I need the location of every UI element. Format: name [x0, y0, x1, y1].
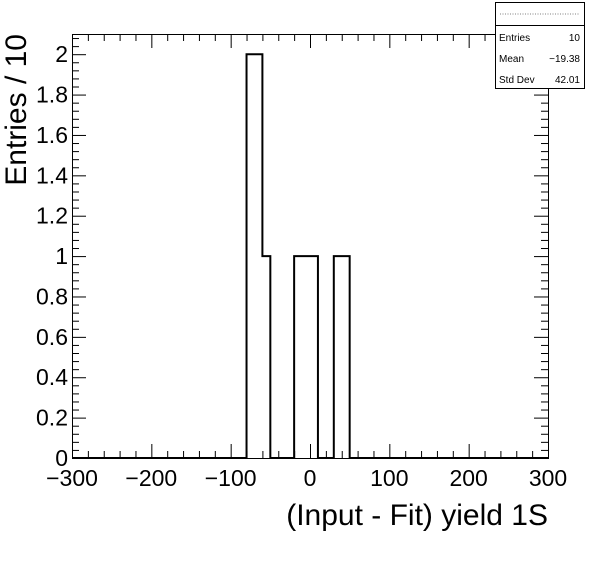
x-tick-label: 200: [449, 465, 487, 491]
histogram-bar: [254, 54, 262, 458]
major-ticks: [72, 34, 549, 459]
x-axis-title: (Input - Fit) yield 1S: [286, 499, 548, 532]
histogram-bar: [302, 256, 310, 458]
x-tick-label: −200: [125, 465, 177, 491]
stats-box: Entries 10 Mean −19.38 Std Dev 42.01: [496, 3, 585, 89]
plot-frame: [73, 35, 549, 459]
y-tick-label: 0.6: [36, 324, 68, 350]
y-tick-label: 0: [55, 445, 68, 471]
stats-label-entries: Entries: [499, 33, 530, 44]
y-tick-labels: 0 0.2 0.4 0.6 0.8 1 1.2 1.4 1.6 1.8 2: [36, 41, 68, 471]
y-tick-label: 0.2: [36, 405, 68, 431]
y-tick-label: 1: [55, 243, 68, 269]
minor-ticks: [72, 34, 548, 458]
stats-label-stddev: Std Dev: [499, 75, 535, 86]
x-tick-label: −100: [205, 465, 257, 491]
stats-value-entries: 10: [569, 33, 581, 44]
y-tick-label: 1.2: [36, 203, 68, 229]
y-axis-title: Entries / 10: [0, 34, 33, 186]
x-tick-label: 100: [370, 465, 408, 491]
stats-value-stddev: 42.01: [555, 75, 580, 86]
stats-label-mean: Mean: [499, 54, 524, 65]
y-tick-label: 1.6: [36, 122, 68, 148]
x-tick-label: −300: [46, 465, 98, 491]
x-tick-label: 0: [304, 465, 317, 491]
stats-value-mean: −19.38: [549, 54, 580, 65]
histogram-bar: [310, 256, 318, 458]
histogram-bar: [334, 256, 342, 458]
histogram-series-line: [72, 54, 548, 458]
histogram-bar: [247, 54, 255, 458]
histogram-bar: [342, 256, 350, 458]
y-tick-label: 0.4: [36, 364, 68, 390]
y-tick-label: 1.8: [36, 82, 68, 108]
histogram-bar: [294, 256, 302, 458]
y-tick-label: 0.8: [36, 283, 68, 309]
y-tick-label: 1.4: [36, 162, 68, 188]
histogram-bar: [262, 256, 270, 458]
y-tick-label: 2: [55, 41, 68, 67]
x-tick-labels: −300 −200 −100 0 100 200 300: [46, 465, 567, 491]
x-tick-label: 300: [529, 465, 567, 491]
